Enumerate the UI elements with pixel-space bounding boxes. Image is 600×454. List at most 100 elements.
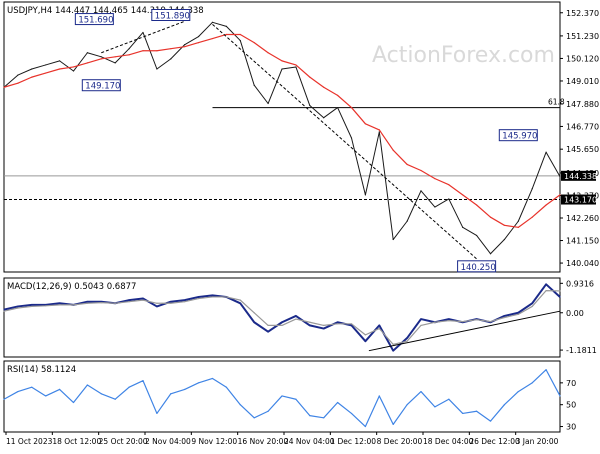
series-point bbox=[448, 318, 450, 320]
series-point bbox=[545, 369, 547, 371]
x-tick-label: 18 Dec 04:00 bbox=[423, 437, 474, 446]
series-point bbox=[309, 321, 311, 323]
series-point bbox=[323, 417, 325, 419]
series-point bbox=[489, 253, 492, 255]
x-tick-label: 8 Dec 20:00 bbox=[377, 437, 423, 446]
panel-title: MACD(12,26,9) 0.5043 0.6877 bbox=[7, 282, 136, 292]
series-point bbox=[309, 415, 311, 417]
annotation-box bbox=[498, 129, 538, 142]
series-point bbox=[295, 66, 297, 68]
x-tick-label: 16 Nov 20:00 bbox=[238, 437, 289, 446]
y-tick-label: 145.650 bbox=[566, 145, 599, 154]
series-point bbox=[239, 299, 241, 301]
series-point bbox=[378, 131, 380, 133]
series-point bbox=[350, 323, 353, 325]
series-point bbox=[31, 304, 33, 306]
rsi-panel: RSI(14) 58.1124 70 50 30 bbox=[3, 360, 576, 433]
series-point bbox=[295, 315, 297, 317]
series-point bbox=[434, 178, 436, 180]
series-point bbox=[170, 302, 172, 304]
annotation-label: 151.890 bbox=[155, 12, 190, 22]
series-point bbox=[378, 327, 380, 330]
annotation-box bbox=[151, 9, 191, 22]
series-point bbox=[253, 417, 255, 419]
panel-frame bbox=[3, 1, 561, 273]
series-point bbox=[156, 412, 158, 415]
y-tick-label: 70 bbox=[566, 379, 576, 388]
series-point bbox=[364, 194, 366, 196]
panel-title: RSI(14) 58.1124 bbox=[7, 365, 76, 375]
y-tick-label: 50 bbox=[566, 401, 576, 410]
series-point bbox=[45, 305, 47, 307]
series-point bbox=[392, 350, 394, 352]
series-point bbox=[350, 412, 353, 415]
series-point bbox=[462, 226, 464, 228]
y-tick-label: 0.9316 bbox=[566, 279, 594, 288]
series-point bbox=[503, 404, 505, 406]
series-point bbox=[17, 390, 19, 393]
series-point bbox=[114, 398, 116, 400]
series-point bbox=[517, 313, 519, 315]
series-point bbox=[267, 52, 269, 54]
series-point bbox=[170, 58, 172, 60]
series-point bbox=[503, 315, 505, 317]
series-point bbox=[45, 304, 47, 306]
series-point bbox=[253, 321, 255, 323]
y-tick-label: 30 bbox=[566, 423, 576, 432]
series-point bbox=[156, 68, 158, 70]
series-point bbox=[59, 388, 61, 390]
series-point bbox=[142, 299, 144, 301]
series-point bbox=[239, 302, 241, 304]
series-point bbox=[559, 175, 561, 178]
series-point bbox=[337, 321, 339, 323]
level-tag-label: 144.338 bbox=[564, 172, 597, 181]
series-point bbox=[72, 70, 75, 72]
x-tick-label: 26 Dec 12:00 bbox=[469, 437, 520, 446]
series-point bbox=[184, 44, 186, 46]
y-tick-label: 150.120 bbox=[566, 54, 599, 63]
x-tick-label: 24 Nov 04:00 bbox=[284, 437, 335, 446]
series-point bbox=[211, 294, 214, 296]
series-point bbox=[3, 86, 5, 88]
x-tick-label: 2 Nov 04:00 bbox=[145, 437, 191, 446]
series-line bbox=[3, 283, 561, 352]
series-line bbox=[3, 369, 561, 428]
series-point bbox=[114, 302, 116, 304]
series-point bbox=[100, 393, 102, 395]
series-point bbox=[225, 386, 227, 388]
series-point bbox=[267, 324, 269, 326]
series-point bbox=[323, 86, 325, 88]
series-point bbox=[100, 301, 102, 303]
series-point bbox=[31, 305, 33, 308]
series-point bbox=[31, 386, 33, 388]
series-point bbox=[198, 42, 200, 44]
series-point bbox=[59, 302, 61, 304]
y-tick-label: 0.00 bbox=[566, 309, 584, 318]
series-point bbox=[517, 220, 519, 222]
series-point bbox=[406, 404, 408, 406]
series-point bbox=[128, 48, 130, 50]
level-tag-bg bbox=[561, 194, 596, 205]
series-point bbox=[142, 380, 144, 382]
series-point bbox=[198, 296, 200, 298]
series-point bbox=[253, 312, 255, 314]
series-point bbox=[420, 190, 422, 192]
series-point bbox=[253, 42, 255, 44]
trendline bbox=[212, 23, 477, 260]
series-point bbox=[476, 319, 478, 321]
series-point bbox=[448, 184, 450, 186]
level-tag-bg bbox=[561, 170, 596, 181]
series-point bbox=[128, 299, 130, 301]
series-point bbox=[392, 343, 394, 345]
series-point bbox=[350, 324, 353, 326]
series-point bbox=[337, 106, 339, 109]
series-point bbox=[476, 234, 478, 237]
series-point bbox=[17, 307, 19, 309]
series-point bbox=[59, 304, 61, 306]
series-point bbox=[184, 301, 186, 303]
series-point bbox=[559, 194, 561, 196]
series-point bbox=[295, 318, 297, 320]
series-point bbox=[31, 68, 33, 70]
series-point bbox=[45, 395, 47, 397]
